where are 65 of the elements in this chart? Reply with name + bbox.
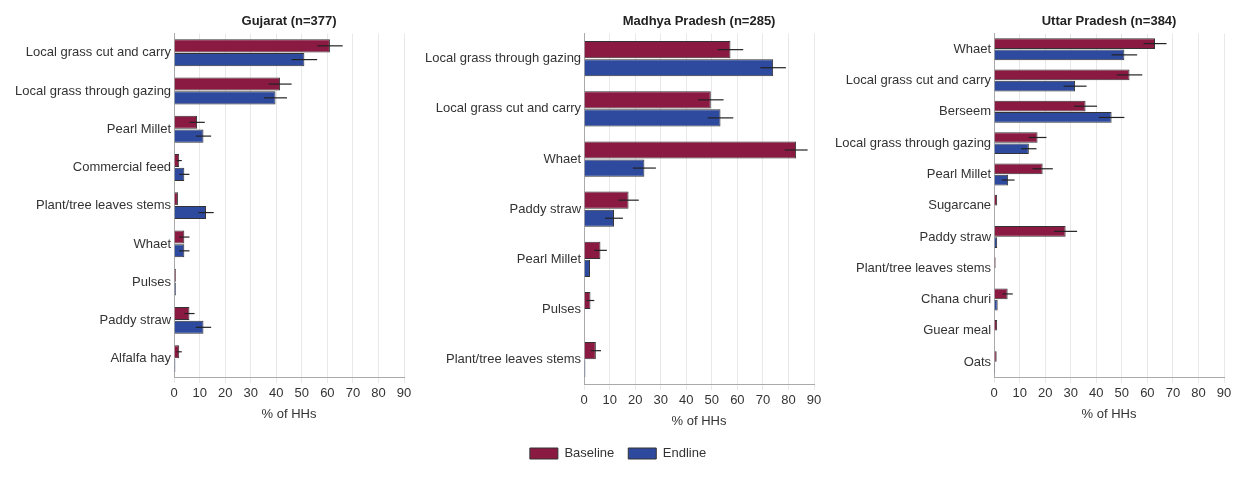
x-tick-label: 0: [990, 385, 998, 401]
x-tick-label: 30: [1063, 385, 1078, 401]
x-tick-label: 60: [1140, 385, 1155, 401]
y-tick-label: Plant/tree leaves stems: [35, 197, 172, 213]
y-tick-label: Local grass through gazing: [14, 82, 172, 98]
x-tick-label: 10: [192, 385, 207, 401]
y-tick-label: Local grass cut and carry: [845, 72, 992, 88]
y-tick-label: Whaet: [953, 40, 992, 56]
x-tick-label: 90: [806, 392, 822, 408]
chart-title: Madhya Pradesh (n=285): [622, 13, 776, 29]
y-tick-label: Local grass cut and carry: [435, 100, 582, 116]
x-tick-label: 40: [269, 385, 284, 401]
x-tick-label: 30: [243, 385, 258, 401]
x-tick-label: 30: [653, 392, 668, 408]
x-tick-label: 60: [320, 385, 335, 401]
y-tick-label: Alfalfa hay: [110, 350, 172, 366]
x-tick-label: 20: [217, 385, 233, 401]
x-tick-label: 20: [627, 392, 643, 408]
x-tick-label: 50: [1114, 385, 1130, 401]
y-tick-label: Local grass cut and carry: [25, 44, 172, 60]
y-tick-label: Chana churi: [920, 291, 992, 307]
x-tick-label: 20: [1037, 385, 1053, 401]
x-axis-title: % of HHs: [261, 405, 317, 421]
x-tick-label: 40: [1089, 385, 1104, 401]
legend-label: Endline: [662, 445, 707, 461]
y-tick-label: Paddy straw: [509, 200, 582, 216]
x-tick-label: 90: [1216, 385, 1232, 401]
y-tick-label: Paddy straw: [99, 312, 172, 328]
x-tick-label: 70: [345, 385, 361, 401]
x-tick-label: 90: [396, 385, 412, 401]
y-tick-label: Guear meal: [923, 322, 992, 338]
x-tick-label: 80: [371, 385, 386, 401]
chart-title: Gujarat (n=377): [241, 13, 337, 29]
x-axis-title: % of HHs: [1081, 405, 1137, 421]
legend-label: Baseline: [564, 445, 615, 461]
y-tick-label: Sugarcane: [928, 197, 992, 213]
x-tick-label: 50: [704, 392, 720, 408]
y-tick-label: Plant/tree leaves stems: [855, 259, 992, 275]
x-tick-label: 60: [730, 392, 745, 408]
y-tick-label: Commercial feed: [72, 159, 172, 175]
y-tick-label: Oats: [963, 353, 992, 369]
x-tick-label: 0: [580, 392, 588, 408]
x-tick-label: 10: [1012, 385, 1027, 401]
x-tick-label: 70: [755, 392, 771, 408]
x-tick-label: 70: [1165, 385, 1181, 401]
y-tick-label: Whaet: [543, 150, 582, 166]
y-tick-label: Paddy straw: [919, 228, 992, 244]
y-tick-label: Local grass through gazing: [424, 50, 582, 66]
x-axis-title: % of HHs: [671, 412, 727, 428]
y-tick-label: Berseem: [939, 103, 992, 119]
y-tick-label: Local grass through gazing: [834, 134, 992, 150]
y-tick-label: Pearl Millet: [926, 165, 992, 181]
x-tick-label: 80: [781, 392, 796, 408]
y-tick-label: Pearl Millet: [516, 250, 582, 266]
y-tick-label: Plant/tree leaves stems: [445, 351, 582, 367]
x-tick-label: 50: [294, 385, 310, 401]
x-tick-label: 0: [170, 385, 178, 401]
y-tick-label: Whaet: [133, 235, 172, 251]
y-tick-label: Pulses: [542, 301, 582, 317]
x-tick-label: 80: [1191, 385, 1206, 401]
chart-title: Uttar Pradesh (n=384): [1041, 13, 1177, 29]
y-tick-label: Pearl Millet: [106, 120, 172, 136]
x-tick-label: 10: [602, 392, 617, 408]
y-tick-label: Pulses: [132, 273, 172, 289]
x-tick-label: 40: [679, 392, 694, 408]
